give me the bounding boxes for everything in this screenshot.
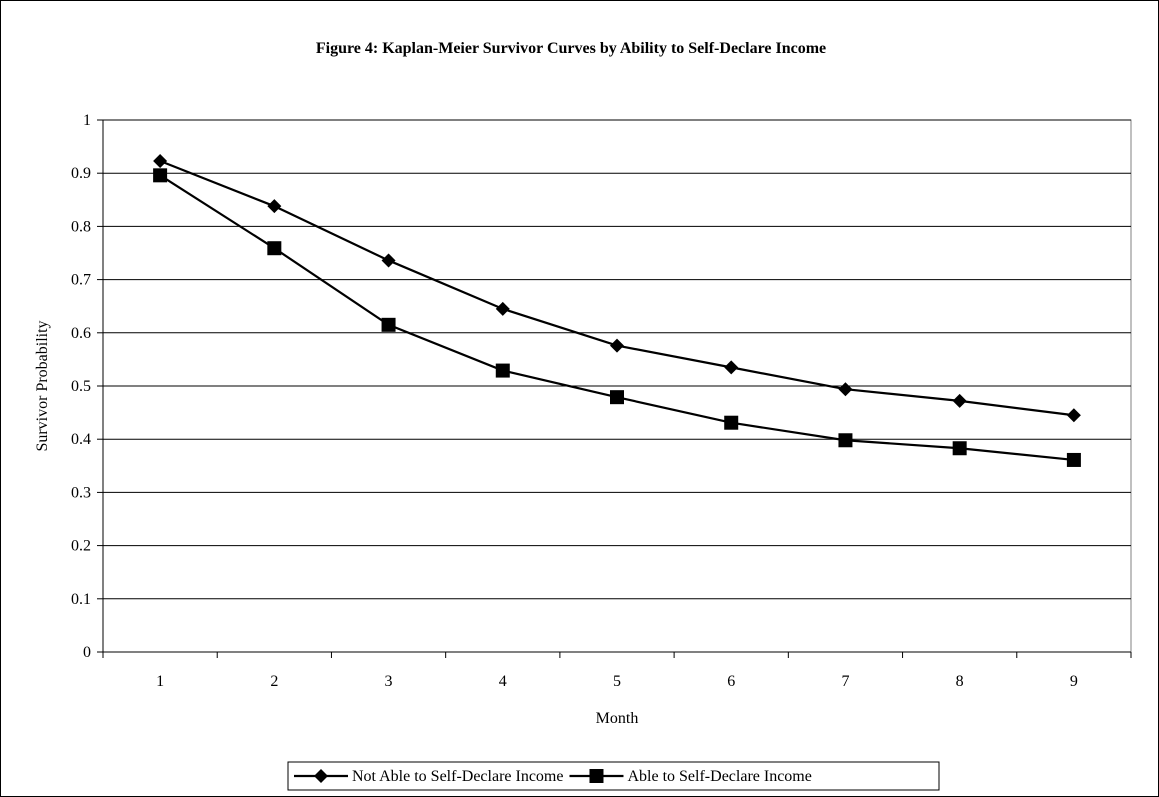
square-marker [1066, 452, 1081, 467]
y-tick-labels: 0 0.1 0.2 0.3 0.4 0.5 0.6 0.7 0.8 0.9 1 [71, 112, 91, 661]
diamond-marker [381, 253, 396, 268]
x-tick-label: 8 [956, 673, 964, 690]
square-marker [952, 441, 967, 456]
y-tick-label: 0.7 [71, 272, 91, 289]
legend-square-marker [589, 769, 604, 783]
y-tick-label: 0.5 [71, 378, 91, 395]
x-tick-label: 1 [156, 673, 164, 690]
x-axis-title: Month [596, 710, 639, 727]
x-tick-label: 3 [385, 673, 393, 690]
x-tick-label: 7 [841, 673, 849, 690]
diamond-marker [610, 338, 624, 353]
x-tick-label: 4 [499, 673, 507, 690]
x-tick-label: 2 [270, 673, 278, 690]
square-marker [267, 241, 282, 256]
x-tick-label: 9 [1070, 673, 1078, 690]
y-tick-label: 0.4 [71, 431, 91, 448]
diamond-marker [838, 382, 853, 397]
legend-item: Able to Self-Declare Income [569, 768, 812, 785]
legend: Not Able to Self-Declare Income Able to S… [287, 761, 940, 791]
y-tick-label: 0.1 [71, 591, 91, 608]
x-tick-label: 6 [727, 673, 735, 690]
axes [97, 119, 1132, 658]
y-tick-label: 0.8 [71, 218, 91, 235]
series-1 [153, 153, 1081, 423]
diamond-marker [724, 360, 739, 375]
legend-label: Able to Self-Declare Income [627, 768, 811, 785]
diamond-marker [1066, 408, 1081, 423]
diamond-marker [153, 153, 168, 168]
legend-item: Not Able to Self-Declare Income [294, 768, 563, 785]
square-marker [381, 317, 396, 332]
y-tick-label: 0.9 [71, 165, 91, 182]
x-tick-labels: 1 2 3 4 5 6 7 8 9 [156, 673, 1078, 690]
chart-title: Figure 4: Kaplan-Meier Survivor Curves b… [316, 40, 826, 57]
y-axis-title: Survivor Probability [34, 320, 51, 451]
series-layer [153, 153, 1081, 467]
legend-diamond-marker [314, 769, 328, 783]
x-tick-label: 5 [613, 673, 621, 690]
square-marker [610, 390, 624, 405]
square-marker [838, 433, 853, 448]
y-tick-label: 0 [83, 644, 91, 661]
square-marker [153, 168, 168, 183]
square-marker [495, 363, 510, 378]
diamond-marker [267, 199, 282, 214]
y-tick-label: 0.3 [71, 484, 91, 501]
y-tick-label: 0.2 [71, 538, 91, 555]
square-marker [724, 415, 739, 430]
y-tick-label: 0.6 [71, 325, 91, 342]
series-2 [153, 168, 1081, 467]
diamond-marker [952, 393, 967, 408]
diamond-marker [495, 301, 510, 316]
series-line [159, 159, 1075, 417]
y-tick-label: 1 [83, 112, 91, 129]
gridlines [103, 119, 1131, 600]
legend-label: Not Able to Self-Declare Income [352, 768, 563, 785]
